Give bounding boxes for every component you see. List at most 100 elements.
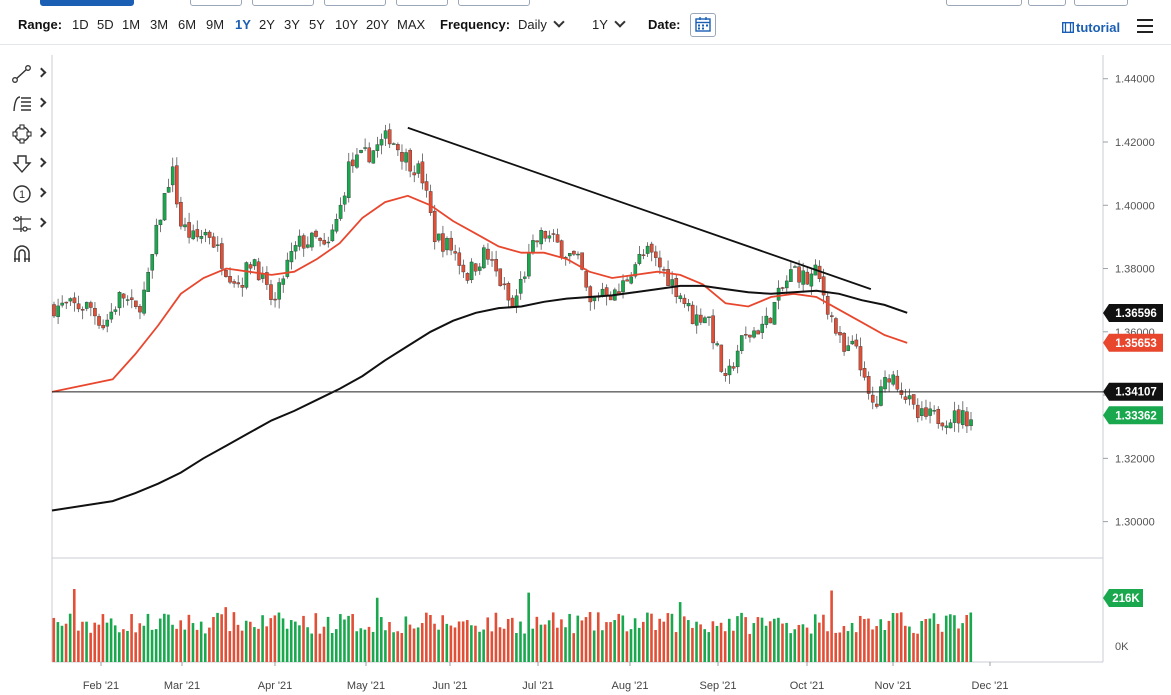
candle-body (690, 304, 695, 325)
top-tab[interactable] (1074, 0, 1128, 6)
candle-body (555, 234, 560, 243)
candle-body (572, 250, 576, 255)
candle-body (768, 317, 773, 324)
tool-magnet[interactable] (10, 243, 46, 265)
candle-body (752, 330, 756, 338)
candle-body (756, 330, 760, 335)
top-tab[interactable] (190, 0, 242, 6)
tool-fib[interactable] (10, 93, 47, 115)
period-dropdown[interactable]: 1Y (592, 16, 626, 32)
volume-bar (654, 629, 657, 662)
candle-body (64, 301, 69, 304)
range-5y[interactable]: 5Y (309, 17, 325, 32)
top-tab[interactable] (396, 0, 448, 6)
tool-measure[interactable] (10, 213, 47, 235)
volume-bar (359, 628, 363, 662)
support-price-tag: 1.34107 (1115, 387, 1157, 399)
range-1d[interactable]: 1D (72, 17, 89, 32)
frequency-dropdown[interactable]: Daily (518, 16, 565, 32)
range-1m[interactable]: 1M (122, 17, 141, 32)
fib-icon (13, 96, 31, 112)
volume-bar (813, 614, 817, 662)
support-price-tag-bg (1103, 382, 1163, 401)
volume-bar (891, 612, 895, 662)
volume-bar (633, 618, 637, 662)
volume-bar (228, 631, 232, 662)
volume-bar (486, 617, 490, 662)
candle-body (506, 283, 511, 301)
volume-bar (625, 631, 629, 662)
range-10y[interactable]: 10Y (335, 17, 359, 32)
top-tab[interactable] (1028, 0, 1066, 6)
candle-body (391, 143, 396, 145)
volume-bar (617, 613, 621, 662)
volume-bar (474, 625, 477, 662)
measure-icon (13, 216, 31, 232)
candle-body (322, 239, 326, 245)
volume-bar (101, 614, 105, 662)
candle-body (608, 295, 613, 301)
candle-body (899, 390, 904, 395)
candle-body (129, 297, 134, 300)
tool-arrow[interactable] (10, 153, 47, 175)
tool-count[interactable]: 1 (10, 183, 47, 205)
candle-body (175, 165, 179, 205)
candle-body (441, 233, 445, 252)
candle-body (764, 315, 769, 325)
candle-body (928, 408, 932, 416)
candle-body (387, 129, 392, 145)
candle-body (748, 334, 752, 338)
calendar-button[interactable] (690, 13, 716, 37)
volume-bar (527, 592, 530, 662)
candle-body (351, 159, 355, 167)
volume-bar (740, 612, 743, 662)
candle-body (482, 247, 486, 269)
range-2y[interactable]: 2Y (259, 17, 275, 32)
price-chart[interactable]: 1.440001.420001.400001.380001.360001.340… (0, 45, 1171, 695)
candle-body (220, 243, 224, 269)
candle-body (633, 264, 638, 277)
candle-body (547, 235, 552, 239)
last-price-tag-bg (1103, 406, 1163, 425)
volume-bar (535, 616, 539, 662)
candle-body (952, 410, 957, 423)
candle-body (134, 300, 138, 308)
top-tab[interactable] (946, 0, 1022, 6)
volume-bar (310, 633, 314, 662)
candle-body (248, 264, 253, 269)
range-9m[interactable]: 9M (206, 17, 225, 32)
shape-icon (12, 124, 32, 144)
volume-bar (89, 632, 92, 662)
candle-body (408, 149, 412, 172)
candle-body (666, 269, 670, 286)
range-5d[interactable]: 5D (97, 17, 114, 32)
volume-bar (199, 621, 203, 662)
candle-body (89, 302, 93, 308)
volume-bar (826, 631, 829, 662)
volume-bar (797, 624, 801, 662)
range-6m[interactable]: 6M (178, 17, 197, 32)
tool-shape[interactable] (10, 123, 47, 145)
menu-icon[interactable] (1137, 19, 1153, 37)
top-tab[interactable] (252, 0, 314, 6)
tool-line[interactable] (10, 63, 47, 85)
top-tab[interactable] (324, 0, 386, 6)
volume-bar (420, 623, 424, 662)
candle-body (670, 279, 674, 286)
volume-bar (285, 628, 289, 662)
candle-body (576, 253, 580, 256)
candle-body (97, 316, 101, 326)
candle-body (142, 289, 146, 314)
range-3y[interactable]: 3Y (284, 17, 300, 32)
top-tab-active[interactable] (40, 0, 134, 6)
range-1y[interactable]: 1Y (235, 17, 251, 32)
range-max[interactable]: MAX (397, 17, 426, 32)
volume-bar (854, 632, 858, 662)
ma200-price-tag: 1.36596 (1115, 308, 1157, 320)
top-tab[interactable] (458, 0, 530, 6)
range-3m[interactable]: 3M (150, 17, 169, 32)
candle-body (834, 318, 838, 334)
tutorial-link[interactable]: tutorial (1061, 20, 1120, 35)
range-20y[interactable]: 20Y (366, 17, 390, 32)
candle-body (522, 276, 527, 279)
